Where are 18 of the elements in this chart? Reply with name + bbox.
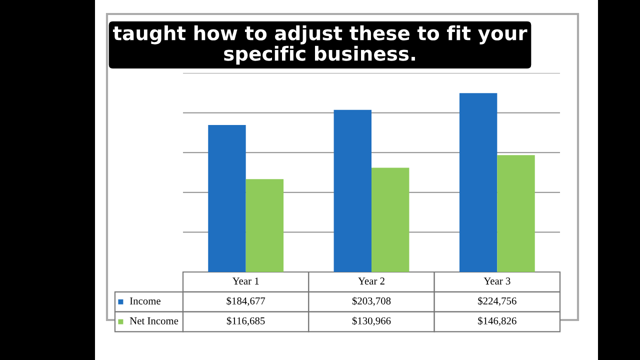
- bar: [208, 124, 246, 272]
- x-tick-label: Year 1: [232, 278, 259, 285]
- legend-label: Net Income: [130, 317, 178, 324]
- x-tick-label: Year 2: [358, 278, 384, 285]
- bar: [497, 155, 535, 272]
- bar: [246, 179, 284, 272]
- text: taught how to adjust these to fit your specific business.: [112, 25, 528, 65]
- bar: [334, 110, 372, 272]
- data-label: $224,756: [478, 296, 516, 306]
- data-label: $130,966: [352, 316, 391, 326]
- bar: [372, 168, 410, 272]
- data-label: $184,677: [226, 296, 266, 306]
- bar: [459, 93, 498, 272]
- data-label: $146,826: [478, 316, 516, 326]
- data-label: $116,685: [226, 316, 265, 326]
- legend-label: Income: [130, 298, 160, 304]
- data-label: $203,708: [352, 296, 391, 306]
- x-tick-label: Year 3: [484, 278, 510, 285]
